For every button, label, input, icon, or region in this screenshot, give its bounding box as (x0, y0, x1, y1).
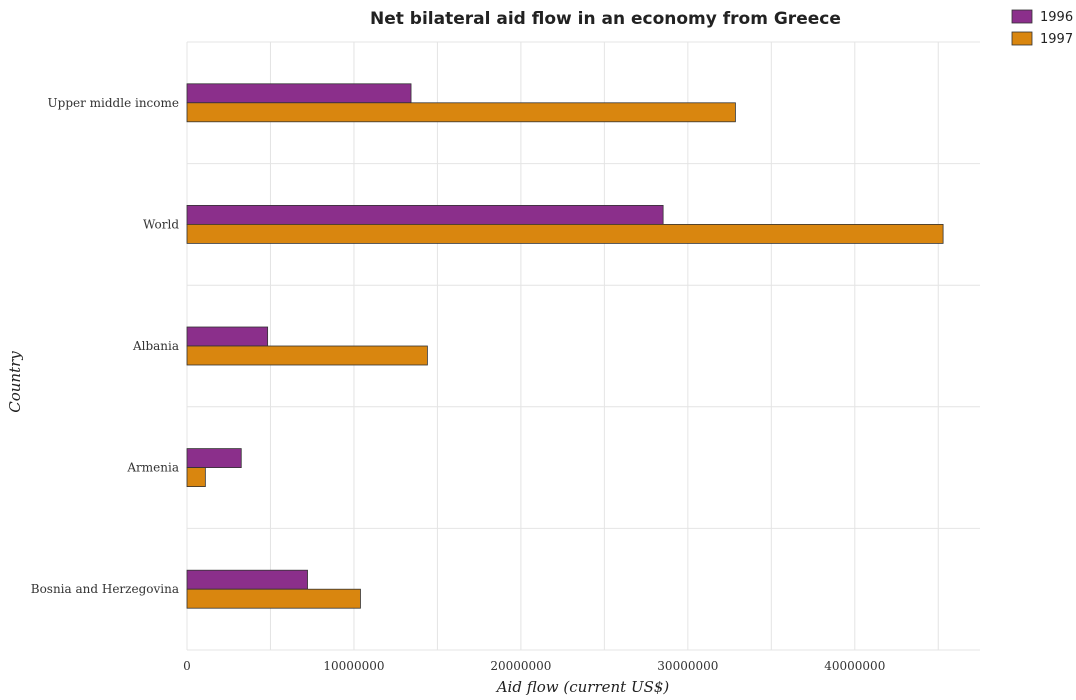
y-tick-label: Armenia (126, 461, 179, 475)
grid (186, 41, 980, 651)
x-tick-label: 0 (183, 659, 191, 673)
chart-title: Net bilateral aid flow in an economy fro… (370, 9, 841, 29)
legend-label-1997: 1997 (1040, 32, 1073, 47)
x-tick-label: 40000000 (824, 659, 885, 673)
y-axis-label: Country (6, 351, 24, 413)
bar-1996 (186, 569, 308, 590)
legend-swatch-1997 (1011, 31, 1033, 46)
legend-swatch-1996 (1011, 9, 1033, 24)
x-tick-label: 20000000 (490, 659, 551, 673)
bar-1996 (186, 204, 664, 225)
bar-1996 (186, 83, 412, 104)
x-tick-label: 10000000 (323, 659, 384, 673)
bar-1996 (186, 448, 242, 469)
legend: 1996 1997 (1011, 9, 1073, 47)
y-tick-label: Upper middle income (48, 96, 179, 110)
y-tick-label: Albania (132, 339, 179, 353)
bar-1997 (186, 223, 944, 244)
bar-1997 (186, 588, 361, 609)
bar-1997 (186, 102, 736, 123)
y-tick-label: Bosnia and Herzegovina (31, 582, 179, 596)
bars (186, 83, 944, 609)
x-axis-label: Aid flow (current US$) (495, 678, 670, 696)
y-tick-label: World (143, 217, 179, 231)
legend-label-1996: 1996 (1040, 10, 1073, 25)
x-tick-label: 30000000 (657, 659, 718, 673)
bar-1997 (186, 345, 428, 366)
bar-1996 (186, 326, 269, 347)
axes: 0 10000000 20000000 30000000 40000000 Upper m… (31, 96, 886, 673)
bar-1997 (186, 467, 206, 488)
